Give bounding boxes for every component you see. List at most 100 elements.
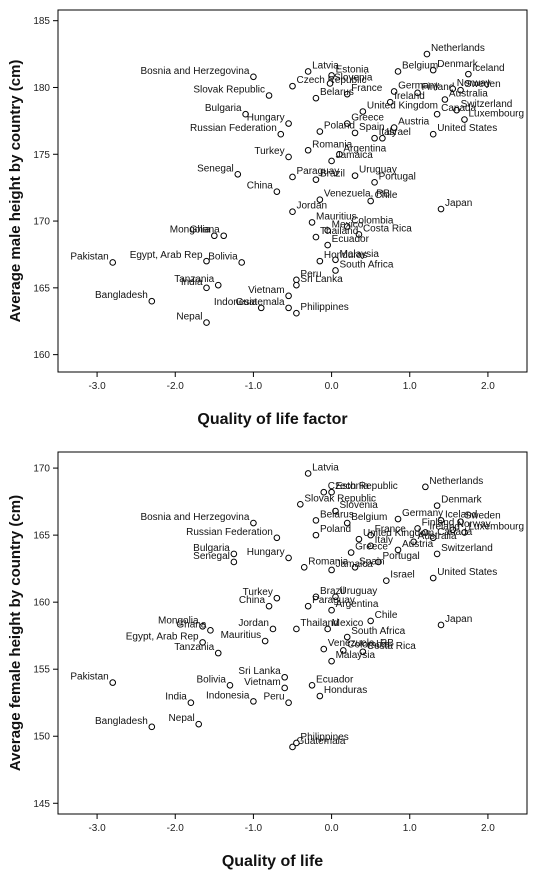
point-label: Mongolia	[158, 615, 199, 626]
point-label: Bangladesh	[95, 290, 148, 301]
point-label: Japan	[445, 198, 472, 209]
y-axis-title: Average male height by country (cm)	[7, 60, 24, 323]
point-label: Egypt, Arab Rep	[130, 250, 203, 261]
data-point	[293, 625, 300, 633]
point-label: Israel	[386, 127, 410, 138]
point-label: Slovak Republic	[193, 84, 265, 95]
data-point	[289, 82, 296, 90]
data-point	[437, 205, 445, 213]
data-point	[220, 232, 228, 240]
data-point	[347, 549, 355, 556]
y-axis-title: Average female height by country (cm)	[7, 495, 24, 771]
data-point	[234, 171, 242, 178]
point-label: Poland	[320, 524, 351, 535]
data-point	[394, 68, 402, 75]
data-point	[261, 637, 269, 645]
point-label: Chile	[375, 190, 398, 201]
point-label: Belgium	[351, 512, 387, 523]
point-label: Ghana	[190, 225, 220, 236]
point-label: Israel	[390, 570, 414, 581]
data-point	[238, 259, 245, 266]
data-point	[394, 546, 402, 554]
point-label: Turkey	[243, 587, 273, 598]
data-point	[351, 172, 359, 179]
point-label: Philippines	[300, 302, 348, 313]
data-point	[320, 488, 328, 496]
data-point	[293, 309, 300, 317]
data-point	[367, 617, 374, 625]
y-tick-label: 150	[33, 732, 50, 743]
data-point	[312, 94, 320, 102]
data-point	[304, 68, 312, 75]
x-tick-label: -1.0	[245, 381, 263, 392]
x-tick-label: -2.0	[167, 823, 185, 834]
x-tick-label: 2.0	[481, 823, 495, 834]
data-point	[242, 110, 249, 118]
data-point	[457, 518, 464, 526]
point-label: Indonesia	[214, 297, 258, 308]
point-label: Estonia	[336, 64, 370, 75]
data-point	[340, 647, 347, 654]
point-label: Bangladesh	[95, 716, 148, 727]
point-label: Norway	[457, 78, 491, 89]
point-label: Portugal	[379, 171, 416, 182]
point-label: Guatemala	[236, 297, 285, 308]
point-label: Ireland	[429, 521, 460, 532]
point-label: India	[181, 277, 203, 288]
data-point	[312, 531, 320, 539]
point-label: Luxembourg	[468, 521, 524, 532]
data-point	[371, 134, 378, 142]
point-label: Spain	[359, 122, 385, 133]
data-point	[316, 196, 324, 203]
data-point	[328, 488, 335, 496]
y-tick-label: 155	[33, 665, 50, 676]
point-label: Ecuador	[332, 234, 370, 245]
point-label: Iceland	[472, 63, 504, 74]
point-label: France	[375, 524, 407, 535]
chart-2: -3.0 -2.0 -1.0 0.0 1.0 2.0 145 150 155 160 165 170 Q…	[7, 451, 528, 870]
point-label: Sri Lanka	[238, 666, 281, 677]
point-label: Greece	[351, 113, 384, 124]
data-point	[351, 129, 359, 137]
data-point	[312, 176, 320, 183]
data-point	[367, 542, 374, 550]
data-point	[214, 281, 222, 289]
data-point	[316, 257, 324, 265]
point-label: Honduras	[324, 250, 367, 261]
data-point	[250, 698, 257, 705]
point-label: Canada	[437, 527, 472, 538]
y-tick-label: 145	[33, 799, 50, 810]
data-point	[289, 173, 296, 181]
x-tick-label: -3.0	[88, 823, 106, 834]
x-tick-label: -1.0	[245, 823, 263, 834]
data-point	[109, 679, 117, 686]
point-label: Ecuador	[316, 674, 354, 685]
plot-area	[57, 451, 528, 815]
point-label: Bulgaria	[193, 543, 230, 554]
point-label: Russian Federation	[186, 527, 273, 538]
data-point	[449, 85, 457, 93]
point-label: Colombia	[351, 215, 394, 226]
data-point	[449, 526, 457, 534]
point-label: Senegal	[197, 163, 234, 174]
data-point	[437, 517, 445, 524]
point-label: Vietnam	[244, 677, 281, 688]
x-tick-label: 1.0	[403, 381, 417, 392]
data-point	[304, 602, 312, 610]
point-label: Malaysia	[339, 249, 379, 260]
x-tick-label: 0.0	[325, 381, 339, 392]
point-label: South Africa	[339, 259, 393, 270]
data-point	[289, 743, 296, 751]
data-point	[367, 531, 374, 539]
point-label: Australia	[418, 531, 457, 542]
data-point	[461, 529, 468, 536]
data-point	[273, 594, 281, 602]
data-point	[312, 517, 320, 524]
data-point	[250, 73, 257, 81]
point-label: United Kingdom	[363, 528, 434, 539]
data-point	[300, 564, 308, 571]
x-tick-label: 1.0	[403, 823, 417, 834]
data-point	[367, 197, 374, 205]
point-label: Brazil	[320, 169, 345, 180]
